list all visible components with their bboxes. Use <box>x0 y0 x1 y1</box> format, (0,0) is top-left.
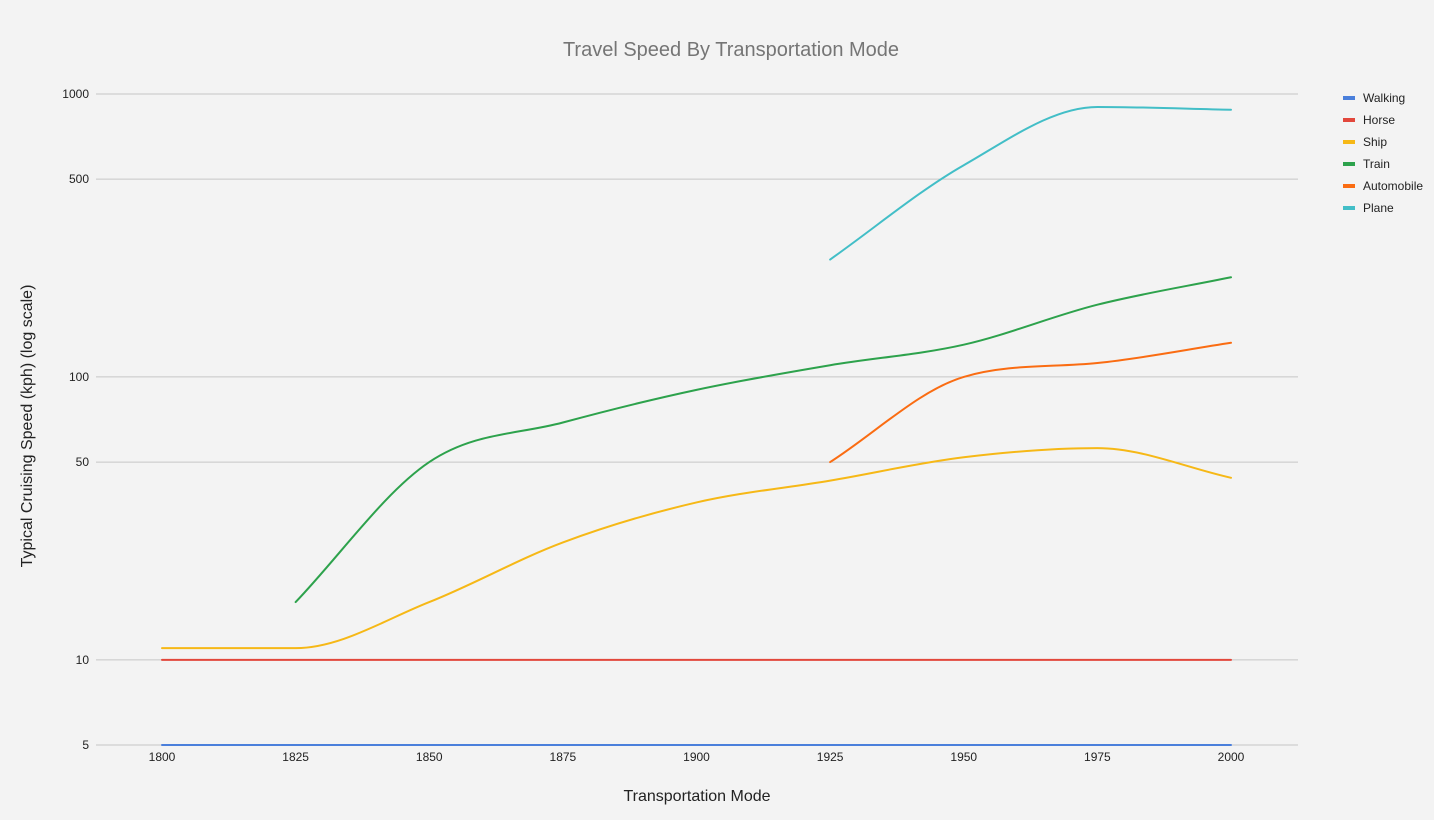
legend-swatch <box>1343 184 1355 188</box>
series-line-plane <box>829 105 1232 261</box>
legend-swatch <box>1343 162 1355 166</box>
legend-item-ship[interactable]: Ship <box>1343 135 1387 149</box>
legend-label: Train <box>1363 157 1390 171</box>
y-tick-label: 5 <box>82 738 89 752</box>
legend-swatch <box>1343 118 1355 122</box>
x-tick-label: 2000 <box>1218 750 1245 764</box>
y-tick-label: 500 <box>69 172 89 186</box>
x-tick-label: 1925 <box>817 750 844 764</box>
series-lines <box>161 105 1232 747</box>
legend-label: Horse <box>1363 113 1395 127</box>
legend-swatch <box>1343 96 1355 100</box>
x-tick-label: 1850 <box>416 750 443 764</box>
y-tick-label: 10 <box>76 653 90 667</box>
legend-swatch <box>1343 140 1355 144</box>
series-line-train <box>294 276 1232 604</box>
x-tick-label: 1900 <box>683 750 710 764</box>
series-line-automobile <box>829 341 1232 464</box>
x-tick-label: 1975 <box>1084 750 1111 764</box>
legend: Walking Horse Ship Train Automobile Plane <box>1343 91 1423 215</box>
x-axis-title: Transportation Mode <box>623 788 770 805</box>
x-tick-label: 1825 <box>282 750 309 764</box>
legend-item-plane[interactable]: Plane <box>1343 201 1394 215</box>
y-tick-label: 50 <box>76 455 90 469</box>
legend-item-horse[interactable]: Horse <box>1343 113 1395 127</box>
legend-label: Automobile <box>1363 179 1423 193</box>
legend-label: Ship <box>1363 135 1387 149</box>
legend-swatch <box>1343 206 1355 210</box>
y-tick-labels: 5 10 50 100 500 1000 <box>62 87 89 752</box>
legend-item-train[interactable]: Train <box>1343 157 1390 171</box>
legend-item-automobile[interactable]: Automobile <box>1343 179 1423 193</box>
x-tick-label: 1875 <box>550 750 577 764</box>
legend-label: Walking <box>1363 91 1405 105</box>
x-tick-label: 1800 <box>149 750 176 764</box>
x-tick-labels: 1800 1825 1850 1875 1900 1925 1950 1975 2000 <box>149 750 1245 764</box>
chart-title: Travel Speed By Transportation Mode <box>563 39 899 61</box>
legend-item-walking[interactable]: Walking <box>1343 91 1405 105</box>
series-line-ship <box>161 447 1232 650</box>
y-axis-title: Typical Cruising Speed (kph) (log scale) <box>19 285 36 568</box>
legend-label: Plane <box>1363 201 1394 215</box>
y-tick-label: 1000 <box>62 87 89 101</box>
x-tick-label: 1950 <box>950 750 977 764</box>
y-tick-label: 100 <box>69 370 89 384</box>
